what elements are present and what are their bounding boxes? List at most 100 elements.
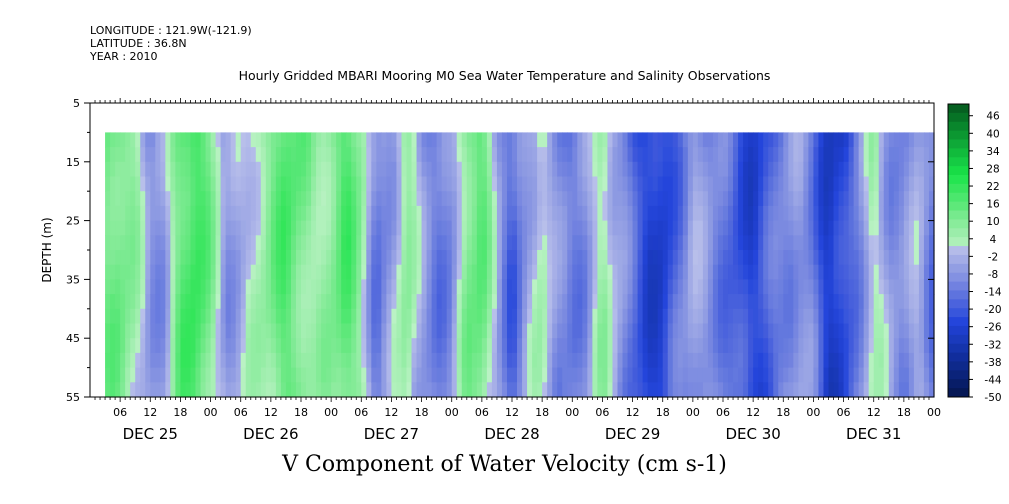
heatmap-cell-1819 [612, 147, 619, 163]
heatmap-cell-60 [120, 220, 126, 236]
heatmap-cell-2023 [667, 235, 674, 251]
heatmap-cell-156 [145, 308, 151, 325]
heatmap-cell-1333 [476, 147, 483, 163]
heatmap-cell-1954 [647, 279, 654, 295]
heatmap-cell-139 [140, 323, 146, 339]
chart-title: Hourly Gridded MBARI Mooring M0 Sea Wate… [238, 68, 771, 83]
colorbar-band-8 [948, 175, 969, 185]
heatmap-cell-73 [125, 147, 131, 163]
heatmap-cell-345 [200, 176, 207, 192]
heatmap-cell-982 [376, 279, 382, 295]
heatmap-cell-2620 [833, 279, 840, 295]
heatmap-cell-2874 [903, 308, 910, 325]
heatmap-cell-284 [180, 338, 187, 354]
heatmap-cell-860 [341, 338, 347, 354]
heatmap-cell-2934 [923, 132, 930, 148]
heatmap-cell-638 [280, 250, 287, 266]
heatmap-cell-450 [230, 132, 237, 148]
heatmap-cell-803 [326, 294, 332, 310]
heatmap-cell-1252 [451, 279, 458, 295]
heatmap-cell-2966 [928, 338, 935, 354]
heatmap-cell-2618 [833, 250, 840, 266]
heatmap-cell-240 [170, 220, 176, 236]
heatmap-cell-481 [235, 323, 242, 339]
heatmap-cell-844 [336, 367, 342, 383]
heatmap-cell-254 [175, 161, 182, 178]
heatmap-cell-39 [115, 176, 121, 192]
colorbar-band-16 [948, 246, 969, 256]
heatmap-cell-1699 [577, 235, 583, 251]
heatmap-cell-1215 [441, 264, 448, 280]
heatmap-cell-1145 [421, 294, 428, 310]
heatmap-cell-1319 [471, 205, 478, 222]
heatmap-cell-425 [220, 294, 227, 310]
heatmap-cell-2434 [783, 191, 789, 207]
heatmap-cell-2484 [798, 132, 804, 148]
heatmap-cell-2417 [778, 205, 784, 222]
heatmap-cell-2540 [813, 161, 820, 178]
heatmap-cell-2468 [793, 161, 799, 178]
heatmap-cell-806 [326, 338, 332, 354]
heatmap-cell-1017 [386, 264, 393, 280]
heatmap-cell-2893 [908, 323, 915, 339]
heatmap-cell-2649 [843, 176, 850, 192]
heatmap-cell-798 [326, 220, 332, 236]
heatmap-cell-1802 [607, 161, 614, 178]
heatmap-cell-1232 [446, 250, 453, 266]
heatmap-cell-2190 [712, 308, 719, 325]
year-label: YEAR : 2010 [90, 50, 158, 63]
heatmap-cell-59 [120, 205, 126, 222]
heatmap-cell-26 [110, 250, 116, 266]
heatmap-cell-1296 [466, 132, 473, 148]
heatmap-cell-995 [381, 205, 387, 222]
heatmap-cell-1442 [506, 161, 513, 178]
heatmap-cell-2080 [682, 279, 689, 295]
heatmap-cell-2175 [707, 352, 714, 369]
heatmap-cell-679 [290, 323, 297, 339]
heatmap-cell-1703 [577, 294, 583, 310]
heatmap-cell-904 [356, 191, 362, 207]
heatmap-cell-544 [255, 191, 262, 207]
heatmap-cell-2720 [863, 161, 870, 178]
heatmap-cell-2800 [883, 279, 890, 295]
heatmap-cell-2191 [712, 323, 719, 339]
heatmap-cell-729 [306, 264, 312, 280]
heatmap-cell-689 [295, 205, 302, 222]
heatmap-cell-1652 [562, 338, 568, 354]
heatmap-cell-825 [331, 352, 337, 369]
heatmap-cell-730 [306, 279, 312, 295]
heatmap-cell-135 [140, 264, 146, 280]
heatmap-cell-1949 [647, 205, 654, 222]
colorbar-band-5 [948, 148, 969, 158]
heatmap-cell-2424 [778, 308, 784, 325]
heatmap-cell-2312 [748, 250, 754, 266]
heatmap-cell-594 [270, 132, 277, 148]
heatmap-cell-1316 [471, 161, 478, 178]
heatmap-cell-1529 [527, 382, 533, 398]
heatmap-cell-1128 [416, 308, 423, 325]
heatmap-cell-1554 [537, 220, 543, 236]
heatmap-cell-537 [250, 352, 257, 369]
heatmap-cell-642 [280, 308, 287, 325]
heatmap-cell-2548 [813, 279, 820, 295]
heatmap-cell-810 [331, 132, 337, 148]
heatmap-cell-2968 [928, 367, 935, 383]
colorbar-label-13: -32 [984, 339, 1001, 351]
heatmap-cell-1497 [522, 176, 528, 192]
heatmap-cell-1184 [431, 338, 438, 354]
heatmap-cell-2198 [717, 161, 724, 178]
heatmap-cell-2768 [873, 338, 880, 354]
heatmap-cell-2047 [672, 323, 679, 339]
heatmap-cell-2916 [918, 132, 925, 148]
heatmap-cell-2384 [768, 250, 774, 266]
heatmap-cell-2315 [748, 294, 754, 310]
heatmap-cell-406 [215, 279, 222, 295]
heatmap-cell-887 [351, 205, 357, 222]
heatmap-cell-1678 [572, 191, 578, 207]
heatmap-cell-1141 [421, 235, 428, 251]
heatmap-cell-1123 [416, 235, 423, 251]
heatmap-cell-2058 [677, 220, 684, 236]
heatmap-cell-2338 [753, 367, 759, 383]
heatmap-cell-249 [170, 352, 176, 369]
heatmap-cell-761 [316, 205, 322, 222]
